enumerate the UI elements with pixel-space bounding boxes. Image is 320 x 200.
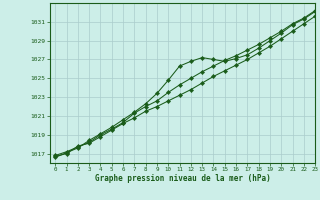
X-axis label: Graphe pression niveau de la mer (hPa): Graphe pression niveau de la mer (hPa) [94, 174, 270, 183]
